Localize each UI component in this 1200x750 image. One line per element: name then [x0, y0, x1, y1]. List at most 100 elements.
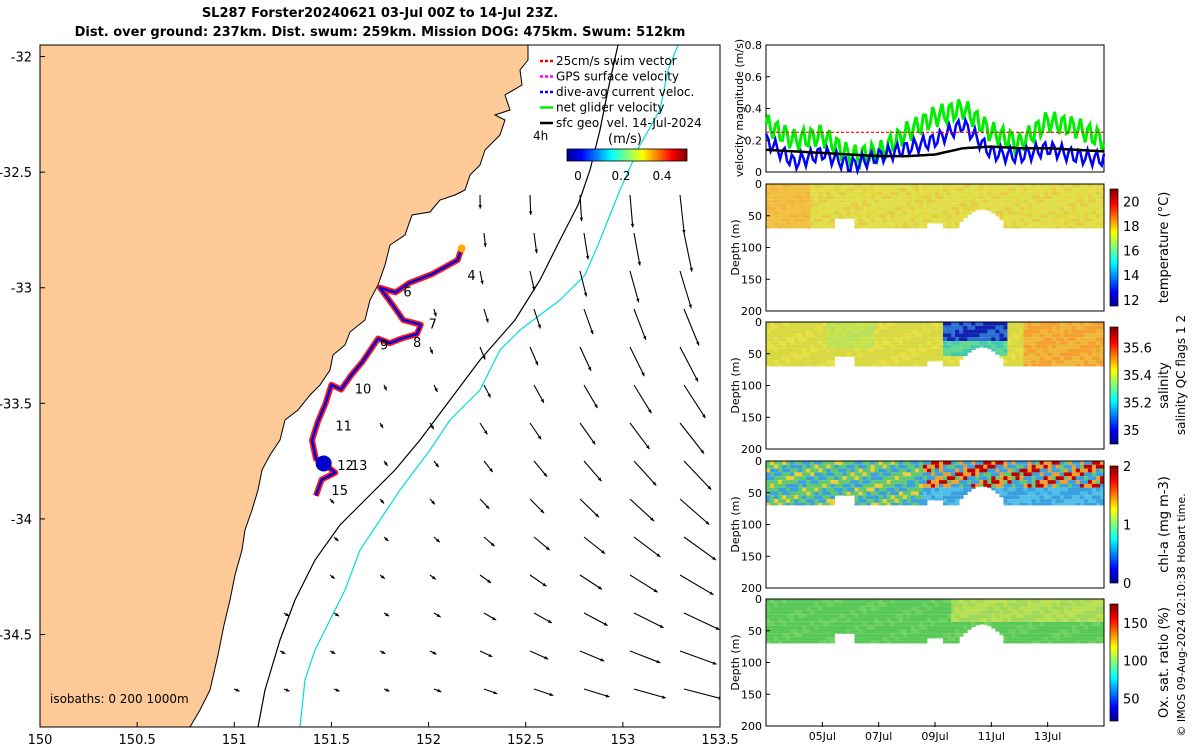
heat-cell: [1067, 640, 1073, 644]
heat-cell: [999, 610, 1004, 615]
heat-cell: [814, 322, 819, 326]
heat-cell: [874, 618, 880, 622]
heat-cell: [822, 187, 827, 192]
heat-cell: [890, 348, 896, 353]
heat-cell: [846, 602, 851, 607]
heat-cell: [991, 602, 996, 607]
heat-cell: [1047, 225, 1053, 229]
heat-cell: [902, 640, 908, 644]
heat-cell: [858, 210, 863, 215]
heat-cell: [818, 225, 823, 229]
heat-cell: [902, 637, 908, 641]
heat-cell: [1043, 333, 1049, 338]
heat-cell: [922, 499, 928, 503]
heat-cell: [862, 472, 868, 477]
heat-cell: [1019, 222, 1024, 226]
heat-cell: [1059, 187, 1065, 192]
heat-cell: [1091, 337, 1097, 341]
heat-cell: [826, 322, 831, 326]
heat-cell: [931, 625, 936, 630]
heat-cell: [902, 610, 908, 615]
heat-cell: [838, 187, 843, 192]
heat-cell: [846, 329, 851, 334]
heat-cell: [1003, 341, 1008, 345]
heat-cell: [846, 187, 851, 192]
heat-cell: [870, 344, 876, 349]
heat-cell: [1079, 461, 1085, 465]
heat-cell: [870, 333, 876, 338]
heat-cell: [1059, 640, 1065, 644]
heat-cell: [1031, 480, 1037, 484]
heat-cell: [814, 337, 819, 341]
heat-cell: [918, 341, 924, 345]
heat-cell: [850, 356, 855, 357]
heat-cell: [955, 341, 960, 345]
heat-cell: [939, 337, 944, 341]
heat-cell: [987, 464, 992, 469]
heat-cell: [878, 602, 884, 607]
heat-cell: [814, 206, 819, 211]
heat-cell: [955, 606, 960, 611]
heat-cell: [818, 618, 823, 622]
heat-cell: [947, 214, 952, 219]
heat-cell: [794, 329, 799, 334]
heat-cell: [935, 610, 940, 615]
heat-cell: [814, 472, 819, 477]
heat-cell: [834, 618, 839, 622]
heat-cell: [1023, 218, 1028, 223]
heat-cell: [1100, 614, 1105, 618]
heat-cell: [794, 348, 799, 353]
heat-cell: [987, 614, 992, 618]
heat-cell: [866, 203, 872, 207]
heat-cell: [858, 333, 863, 338]
heat-cell: [1015, 464, 1020, 469]
heat-cell: [1011, 464, 1016, 469]
heat-cell: [1023, 476, 1028, 480]
heat-cell: [906, 195, 912, 200]
heat-cell: [870, 633, 876, 638]
current-arrow-head: [653, 588, 658, 593]
current-arrow-head: [537, 324, 541, 329]
heat-cell: [914, 360, 920, 364]
heat-cell: [890, 487, 896, 492]
heat-cell: [991, 621, 996, 626]
heat-cell: [1019, 599, 1024, 603]
heat-cell: [927, 491, 932, 496]
heat-cell: [1096, 625, 1101, 630]
heat-cell: [947, 599, 952, 603]
current-arrow-head: [587, 366, 592, 371]
heat-cell: [774, 495, 779, 500]
heat-cell: [770, 499, 775, 503]
heat-cell: [818, 363, 823, 367]
heat-cell: [1083, 329, 1089, 334]
heat-cell: [939, 637, 944, 639]
heat-cell: [935, 325, 940, 330]
heat-cell: [778, 640, 783, 644]
heat-cell: [1007, 325, 1012, 330]
heat-cell: [1067, 329, 1073, 334]
heat-cell: [898, 214, 904, 219]
heat-cell: [826, 602, 831, 607]
heat-cell: [786, 206, 791, 211]
heat-cell: [894, 218, 900, 223]
heat-cell: [1083, 610, 1089, 615]
heat-cell: [870, 461, 876, 465]
heat-cell: [794, 468, 799, 473]
heat-cell: [1059, 191, 1065, 196]
heat-cell: [1031, 602, 1037, 607]
heat-cell: [786, 610, 791, 615]
heat-cell: [1055, 618, 1061, 622]
heat-cell: [1067, 191, 1073, 196]
heat-cell: [955, 472, 960, 477]
heat-cell: [1071, 606, 1077, 611]
heat-cell: [1063, 614, 1069, 618]
heat-cell: [1071, 621, 1077, 626]
heat-cell: [838, 337, 843, 341]
heat-cell: [878, 495, 884, 500]
heat-cell: [987, 341, 992, 345]
heat-cell: [830, 461, 835, 465]
heat-cell: [886, 629, 892, 634]
current-arrow-head: [429, 349, 433, 354]
heat-cell: [1075, 337, 1081, 341]
heat-cell: [774, 606, 779, 611]
